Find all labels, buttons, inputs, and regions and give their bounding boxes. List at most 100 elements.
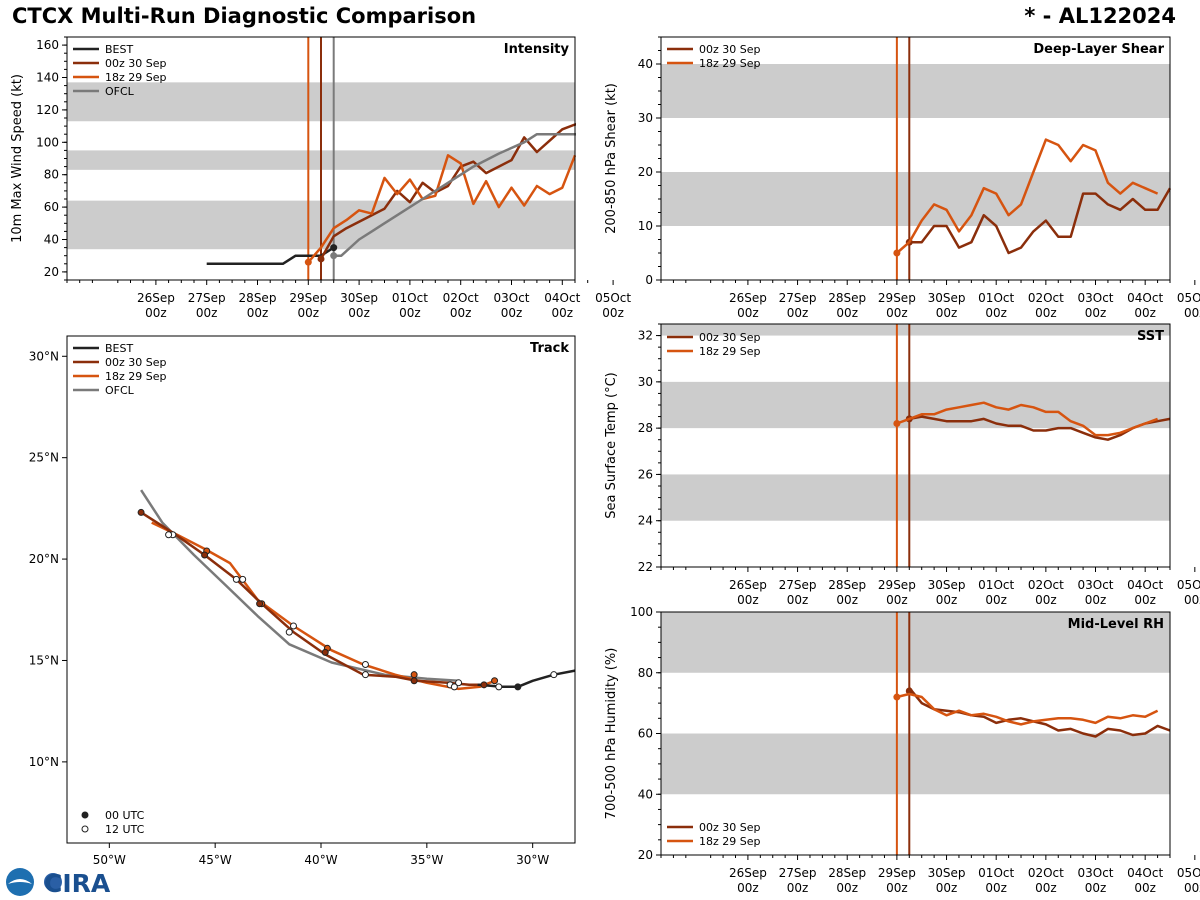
shear-xtick-label-hour: 00z: [886, 306, 908, 320]
shear-xtick-label-hour: 00z: [1085, 306, 1107, 320]
intensity-ytick-label: 40: [44, 233, 59, 247]
sst-xtick-label-day: 29Sep: [878, 578, 916, 592]
sst-panel: 22242628303226Sep00z27Sep00z28Sep00z29Se…: [604, 322, 1200, 607]
track-marker-best-1: [550, 671, 558, 679]
track-marker-run00-2: [410, 677, 418, 685]
shear-panel-title: Deep-Layer Shear: [1033, 42, 1164, 57]
sst-ytick-label: 22: [638, 560, 653, 574]
sst-ytick-label: 32: [638, 329, 653, 343]
intensity-ytick-label: 100: [36, 135, 59, 149]
cira-logo: CIRA: [6, 868, 111, 898]
intensity-xtick-label-day: 30Sep: [340, 291, 378, 305]
track-marker-run00-1: [450, 683, 458, 691]
intensity-xtick-label-day: 05Oct: [595, 291, 631, 305]
rh-xtick-label-day: 26Sep: [729, 866, 767, 880]
track-xtick-label: 40°W: [304, 853, 337, 867]
intensity-series-run18: [307, 154, 577, 264]
rh-legend-label: 18z 29 Sep: [699, 835, 761, 848]
intensity-legend-label: 00z 30 Sep: [105, 57, 167, 70]
intensity-ytick-label: 60: [44, 200, 59, 214]
intensity-legend-label: 18z 29 Sep: [105, 71, 167, 84]
shear-ytick-label: 20: [638, 165, 653, 179]
rh-ytick-label: 20: [638, 848, 653, 862]
sst-xtick-label-day: 26Sep: [729, 578, 767, 592]
shear-band-1: [661, 64, 1170, 118]
intensity-series-run00: [319, 121, 588, 260]
rh-xtick-label-day: 27Sep: [779, 866, 817, 880]
sst-xtick-label-day: 02Oct: [1028, 578, 1064, 592]
shear-right-mask: [1171, 35, 1200, 282]
track-marker-run00-0: [480, 681, 488, 689]
rh-band-0: [661, 733, 1170, 795]
intensity-ytick-label: 20: [44, 265, 59, 279]
intensity-xtick-label-day: 04Oct: [544, 291, 580, 305]
sst-xtick-label-day: 05Oct: [1177, 578, 1200, 592]
rh-marker-run00-0: [905, 687, 913, 695]
shear-legend-label: 00z 30 Sep: [699, 43, 761, 56]
shear-xtick-label-hour: 00z: [787, 306, 809, 320]
intensity-ytick-label: 80: [44, 168, 59, 182]
track-marker-best-0: [514, 683, 522, 691]
shear-xtick-label-hour: 00z: [1035, 306, 1057, 320]
intensity-xtick-label-hour: 00z: [501, 306, 523, 320]
shear-legend-label: 18z 29 Sep: [699, 57, 761, 70]
track-series-run00: [140, 511, 484, 687]
track-series-run18: [151, 521, 496, 691]
track-marker-legend-label: 00 UTC: [105, 809, 145, 822]
intensity-xtick-label-hour: 00z: [196, 306, 218, 320]
rh-band-1: [661, 612, 1170, 673]
rh-panel-title: Mid-Level RH: [1068, 617, 1164, 632]
intensity-xtick-label-hour: 00z: [298, 306, 320, 320]
shear-xtick-label-day: 29Sep: [878, 291, 916, 305]
rh-xtick-label-day: 30Sep: [928, 866, 966, 880]
shear-ytick-label: 30: [638, 111, 653, 125]
track-xtick-label: 45°W: [199, 853, 232, 867]
track-marker-legend-swatch: [81, 811, 89, 819]
sst-xtick-label-hour: 00z: [886, 593, 908, 607]
rh-series-run18: [896, 692, 1159, 726]
shear-xtick-label-day: 27Sep: [779, 291, 817, 305]
rh-marker-run18-0: [893, 693, 901, 701]
intensity-xtick-label-day: 02Oct: [443, 291, 479, 305]
track-marker-run00-4: [321, 648, 329, 656]
sst-xtick-label-day: 04Oct: [1127, 578, 1163, 592]
track-legend-label: 00z 30 Sep: [105, 356, 167, 369]
rh-series-run00: [908, 687, 1171, 738]
intensity-panel: 2040608010012014016026Sep00z27Sep00z28Se…: [10, 35, 656, 320]
noaa-bird-icon: [8, 879, 32, 884]
shear-xtick-label-day: 05Oct: [1177, 291, 1200, 305]
sst-xtick-label-hour: 00z: [836, 593, 858, 607]
shear-marker-run18-0: [893, 249, 901, 257]
track-xtick-label: 50°W: [93, 853, 126, 867]
intensity-legend-label: BEST: [105, 43, 133, 56]
rh-xtick-label-day: 29Sep: [878, 866, 916, 880]
rh-xtick-label-day: 03Oct: [1077, 866, 1113, 880]
rh-xtick-label-day: 05Oct: [1177, 866, 1200, 880]
track-xtick-label: 35°W: [410, 853, 443, 867]
intensity-ytick-label: 140: [36, 71, 59, 85]
shear-ytick-label: 10: [638, 219, 653, 233]
shear-ytick-label: 40: [638, 57, 653, 71]
rh-ytick-label: 80: [638, 666, 653, 680]
shear-xtick-label-day: 04Oct: [1127, 291, 1163, 305]
intensity-marker-best-0: [330, 244, 338, 252]
shear-xtick-label-day: 01Oct: [978, 291, 1014, 305]
sst-marker-run18-0: [893, 420, 901, 428]
track-marker-run00-8: [201, 551, 209, 559]
sst-legend-label: 18z 29 Sep: [699, 345, 761, 358]
track-xtick-label: 30°W: [516, 853, 549, 867]
shear-xtick-label-day: 03Oct: [1077, 291, 1113, 305]
rh-xtick-label-hour: 00z: [1035, 881, 1057, 895]
rh-xtick-label-hour: 00z: [787, 881, 809, 895]
rh-right-mask: [1171, 610, 1200, 857]
intensity-series-ofcl: [333, 132, 588, 257]
rh-xtick-label-hour: 00z: [1134, 881, 1156, 895]
shear-xtick-label-hour: 00z: [836, 306, 858, 320]
intensity-right-mask: [576, 35, 656, 282]
sst-xtick-label-hour: 00z: [936, 593, 958, 607]
rh-ylabel: 700-500 hPa Humidity (%): [604, 648, 619, 820]
intensity-xtick-label-hour: 00z: [450, 306, 472, 320]
track-marker-legend-swatch: [81, 825, 89, 833]
track-legend-label: 18z 29 Sep: [105, 370, 167, 383]
